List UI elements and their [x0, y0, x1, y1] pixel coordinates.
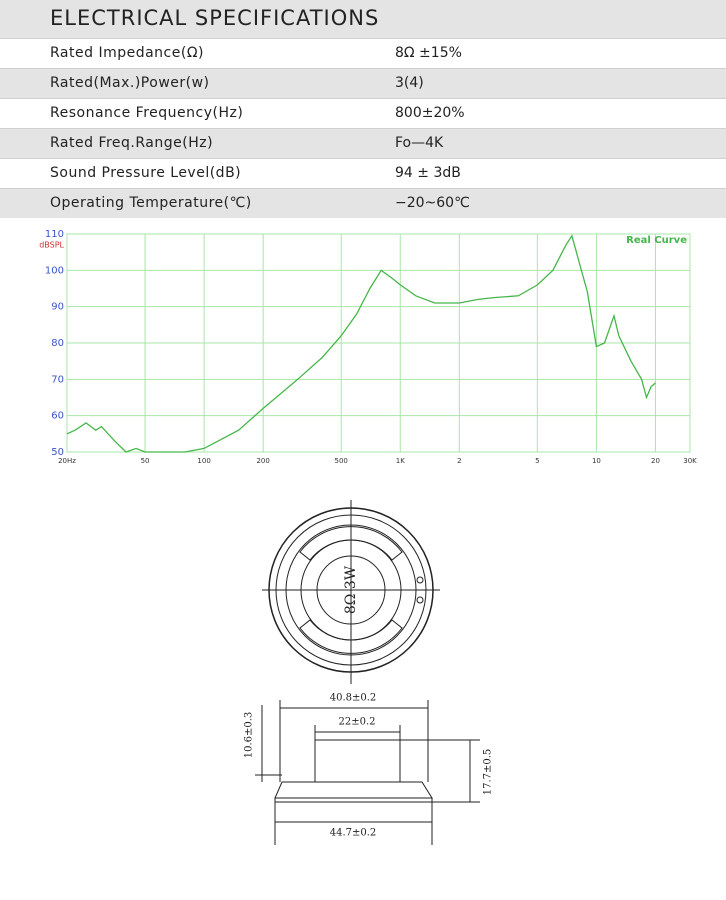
frame — [274, 797, 433, 803]
spec-label: Operating Temperature(℃) — [50, 195, 252, 211]
header: ELECTRICAL SPECIFICATIONS — [0, 0, 726, 38]
y-tick-label: 90 — [51, 302, 64, 313]
spec-value: Fo—4K — [395, 135, 444, 151]
y-tick-label: 70 — [51, 374, 64, 385]
y-tick-label: 80 — [51, 338, 64, 349]
magnet — [314, 739, 401, 783]
top-label: 8Ω 3W — [343, 565, 359, 614]
spec-row: Sound Pressure Level(dB) 94 ± 3dB — [0, 158, 726, 188]
spec-label: Resonance Frequency(Hz) — [50, 105, 244, 121]
spec-row: Rated Impedance(Ω) 8Ω ±15% — [0, 38, 726, 68]
cone — [300, 539, 402, 641]
y-tick-label: 110 — [45, 229, 64, 240]
spec-label: Rated Freq.Range(Hz) — [50, 135, 214, 151]
outer-rim — [268, 507, 434, 673]
x-tick-label: 2 — [457, 457, 461, 465]
basket — [274, 781, 433, 799]
y-tick-label: 100 — [45, 265, 64, 276]
spec-value: 800±20% — [395, 105, 465, 121]
legend-entry: Real Curve — [626, 235, 687, 246]
y-axis-label: dBSPL — [39, 241, 64, 250]
x-tick-label: 20 — [651, 457, 660, 465]
terminal — [416, 576, 424, 584]
spec-row: Rated(Max.)Power(w) 3(4) — [0, 68, 726, 98]
dimension-label: 17.7±0.5 — [483, 749, 494, 796]
x-tick-label: 30K — [683, 457, 697, 465]
x-tick-label: 10 — [592, 457, 601, 465]
dimension-label: 44.7±0.2 — [330, 828, 377, 839]
spec-row: Resonance Frequency(Hz) 800±20% — [0, 98, 726, 128]
spec-value: −20~60℃ — [395, 195, 470, 211]
spec-value: 3(4) — [395, 75, 424, 91]
terminal — [416, 596, 424, 604]
y-tick-label: 50 — [51, 447, 64, 458]
surround — [285, 524, 417, 656]
side-view — [255, 700, 480, 845]
spec-value: 94 ± 3dB — [395, 165, 461, 181]
spec-label: Rated(Max.)Power(w) — [50, 75, 210, 91]
top-view — [262, 500, 440, 684]
x-tick-label: 20Hz — [58, 457, 76, 465]
rim — [275, 514, 427, 666]
dimension-label: 40.8±0.2 — [330, 693, 377, 704]
dimension-label: 22±0.2 — [338, 717, 375, 728]
x-tick-label: 50 — [141, 457, 150, 465]
spec-label: Sound Pressure Level(dB) — [50, 165, 242, 181]
dimension-label: 10.6±0.3 — [244, 712, 255, 759]
header-title: ELECTRICAL SPECIFICATIONS — [50, 6, 380, 30]
spec-row: Rated Freq.Range(Hz) Fo—4K — [0, 128, 726, 158]
spec-row: Operating Temperature(℃) −20~60℃ — [0, 188, 726, 218]
y-tick-label: 60 — [51, 411, 64, 422]
x-tick-label: 500 — [335, 457, 348, 465]
spec-label: Rated Impedance(Ω) — [50, 45, 204, 61]
x-tick-label: 5 — [535, 457, 539, 465]
x-tick-label: 100 — [197, 457, 210, 465]
x-tick-label: 200 — [256, 457, 269, 465]
spec-value: 8Ω ±15% — [395, 45, 462, 61]
dust-cap — [316, 555, 386, 625]
x-tick-label: 1K — [396, 457, 405, 465]
curve — [66, 234, 656, 453]
